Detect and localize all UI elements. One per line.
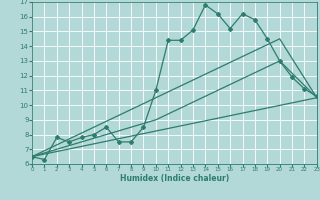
X-axis label: Humidex (Indice chaleur): Humidex (Indice chaleur) xyxy=(120,174,229,183)
